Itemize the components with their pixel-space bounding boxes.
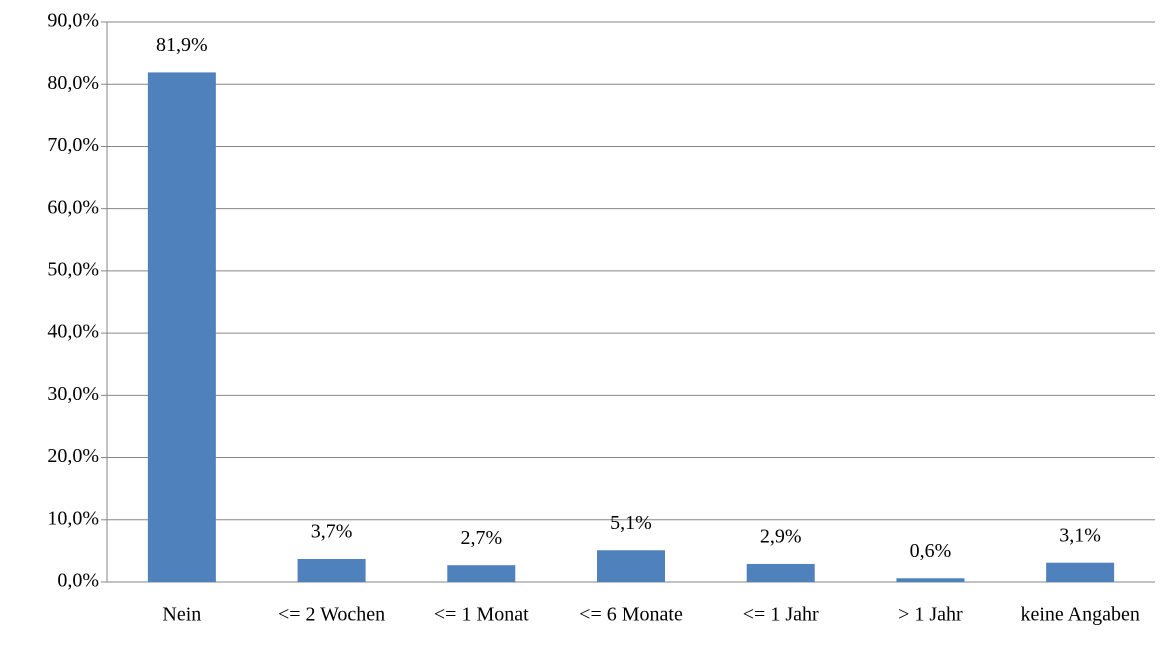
y-tick-label: 80,0% [47, 72, 99, 94]
data-label: 5,1% [610, 512, 652, 534]
bar [597, 550, 665, 582]
data-label: 0,6% [910, 540, 952, 562]
y-tick-label: 40,0% [47, 321, 99, 343]
y-tick-label: 70,0% [47, 134, 99, 156]
y-tick-label: 10,0% [47, 507, 99, 529]
x-tick-label: Nein [162, 604, 201, 626]
bar [297, 558, 366, 582]
bar [147, 72, 216, 583]
x-tick-label: <= 2 Wochen [278, 604, 385, 626]
bar [447, 565, 516, 582]
data-label: 2,9% [760, 526, 802, 548]
bar [896, 578, 965, 582]
data-label: 2,7% [460, 527, 502, 549]
bar [746, 563, 815, 582]
data-label: 81,9% [156, 34, 208, 56]
bar [1046, 562, 1115, 582]
y-tick-label: 0,0% [57, 570, 99, 592]
data-label: 3,1% [1059, 524, 1101, 546]
x-tick-label: <= 1 Jahr [743, 604, 819, 626]
x-tick-label: keine Angaben [1020, 604, 1139, 626]
y-tick-label: 90,0% [47, 10, 99, 32]
y-tick-label: 20,0% [47, 445, 99, 467]
data-label: 3,7% [311, 521, 353, 543]
y-tick-label: 30,0% [47, 383, 99, 405]
y-tick-label: 60,0% [47, 196, 99, 218]
x-tick-label: <= 6 Monate [579, 604, 683, 626]
y-tick-label: 50,0% [47, 258, 99, 280]
x-tick-label: > 1 Jahr [898, 604, 963, 626]
x-tick-label: <= 1 Monat [434, 604, 529, 626]
